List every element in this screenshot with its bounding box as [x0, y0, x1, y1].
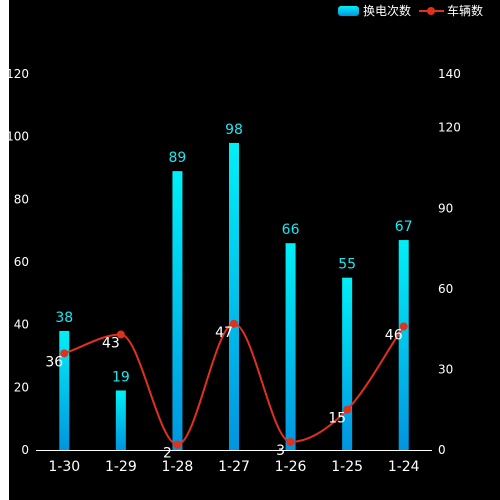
line-point [173, 440, 182, 449]
line-point [343, 405, 352, 414]
combo-chart: 换电次数 车辆数 0 20 40 60 80 100 120 0 30 60 90 120 140 1-… [9, 3, 483, 475]
y-left-tick-label: 60 [14, 255, 29, 269]
line-point [116, 330, 125, 339]
line-value-label: 36 [45, 354, 63, 370]
bar-series [59, 142, 409, 450]
line-point [286, 437, 295, 446]
bar-value-label: 67 [395, 219, 413, 235]
bar-value-label: 38 [55, 310, 73, 326]
line-point [230, 319, 238, 328]
line-value-label: 46 [385, 327, 403, 343]
bar [59, 330, 70, 450]
y-left-tick-label: 80 [14, 192, 29, 206]
bar-value-label: 66 [282, 222, 300, 238]
y-axis-right: 0 30 60 90 120 140 [438, 67, 461, 457]
bar [398, 240, 409, 450]
y-right-tick-label: 30 [438, 362, 453, 376]
legend-swatch-dot [427, 7, 435, 15]
line-value-label: 43 [102, 336, 120, 352]
x-tick-label: 1-28 [162, 459, 194, 475]
line-series [60, 319, 408, 449]
x-tick-label: 1-30 [48, 459, 80, 475]
line-value-label: 3 [276, 443, 285, 459]
y-left-tick-label: 0 [21, 443, 29, 457]
bar [115, 390, 126, 450]
x-tick-label: 1-26 [275, 459, 307, 475]
legend-swatch-bar [338, 6, 359, 16]
bar [342, 277, 353, 450]
y-right-tick-label: 60 [438, 282, 453, 296]
data-labels: 38 19 89 98 66 55 67 36 43 2 47 3 15 46 [45, 122, 412, 462]
line-value-label: 2 [163, 446, 172, 462]
y-left-tick-label: 40 [14, 318, 29, 332]
y-left-tick-label: 100 [9, 130, 29, 144]
bar [285, 243, 296, 450]
legend-label-bar: 换电次数 [363, 3, 411, 18]
legend[interactable]: 换电次数 车辆数 [338, 3, 483, 18]
y-right-tick-label: 140 [438, 67, 461, 81]
x-axis: 1-30 1-29 1-28 1-27 1-26 1-25 1-24 [36, 450, 432, 475]
line-point [60, 349, 69, 358]
y-right-tick-label: 90 [438, 201, 453, 215]
chart-panel: 换电次数 车辆数 0 20 40 60 80 100 120 0 30 60 90 120 140 1-… [9, 0, 500, 500]
line-value-label: 15 [328, 411, 346, 427]
legend-label-line: 车辆数 [447, 3, 483, 18]
line-point [399, 322, 408, 331]
bar [172, 171, 183, 450]
x-tick-label: 1-29 [105, 459, 137, 475]
y-left-tick-label: 20 [14, 380, 29, 394]
x-tick-label: 1-25 [331, 459, 363, 475]
x-tick-label: 1-24 [388, 459, 420, 475]
bar-value-label: 98 [225, 122, 243, 138]
y-left-tick-label: 120 [9, 67, 29, 81]
line-value-label: 47 [215, 325, 233, 341]
y-right-tick-label: 0 [438, 443, 446, 457]
bar [229, 142, 239, 450]
bar-value-label: 55 [338, 257, 356, 273]
bar-value-label: 89 [169, 150, 187, 166]
y-axis-left: 0 20 40 60 80 100 120 [9, 67, 29, 457]
x-tick-label: 1-27 [218, 459, 250, 475]
y-right-tick-label: 120 [438, 121, 461, 135]
bar-value-label: 19 [112, 369, 130, 385]
